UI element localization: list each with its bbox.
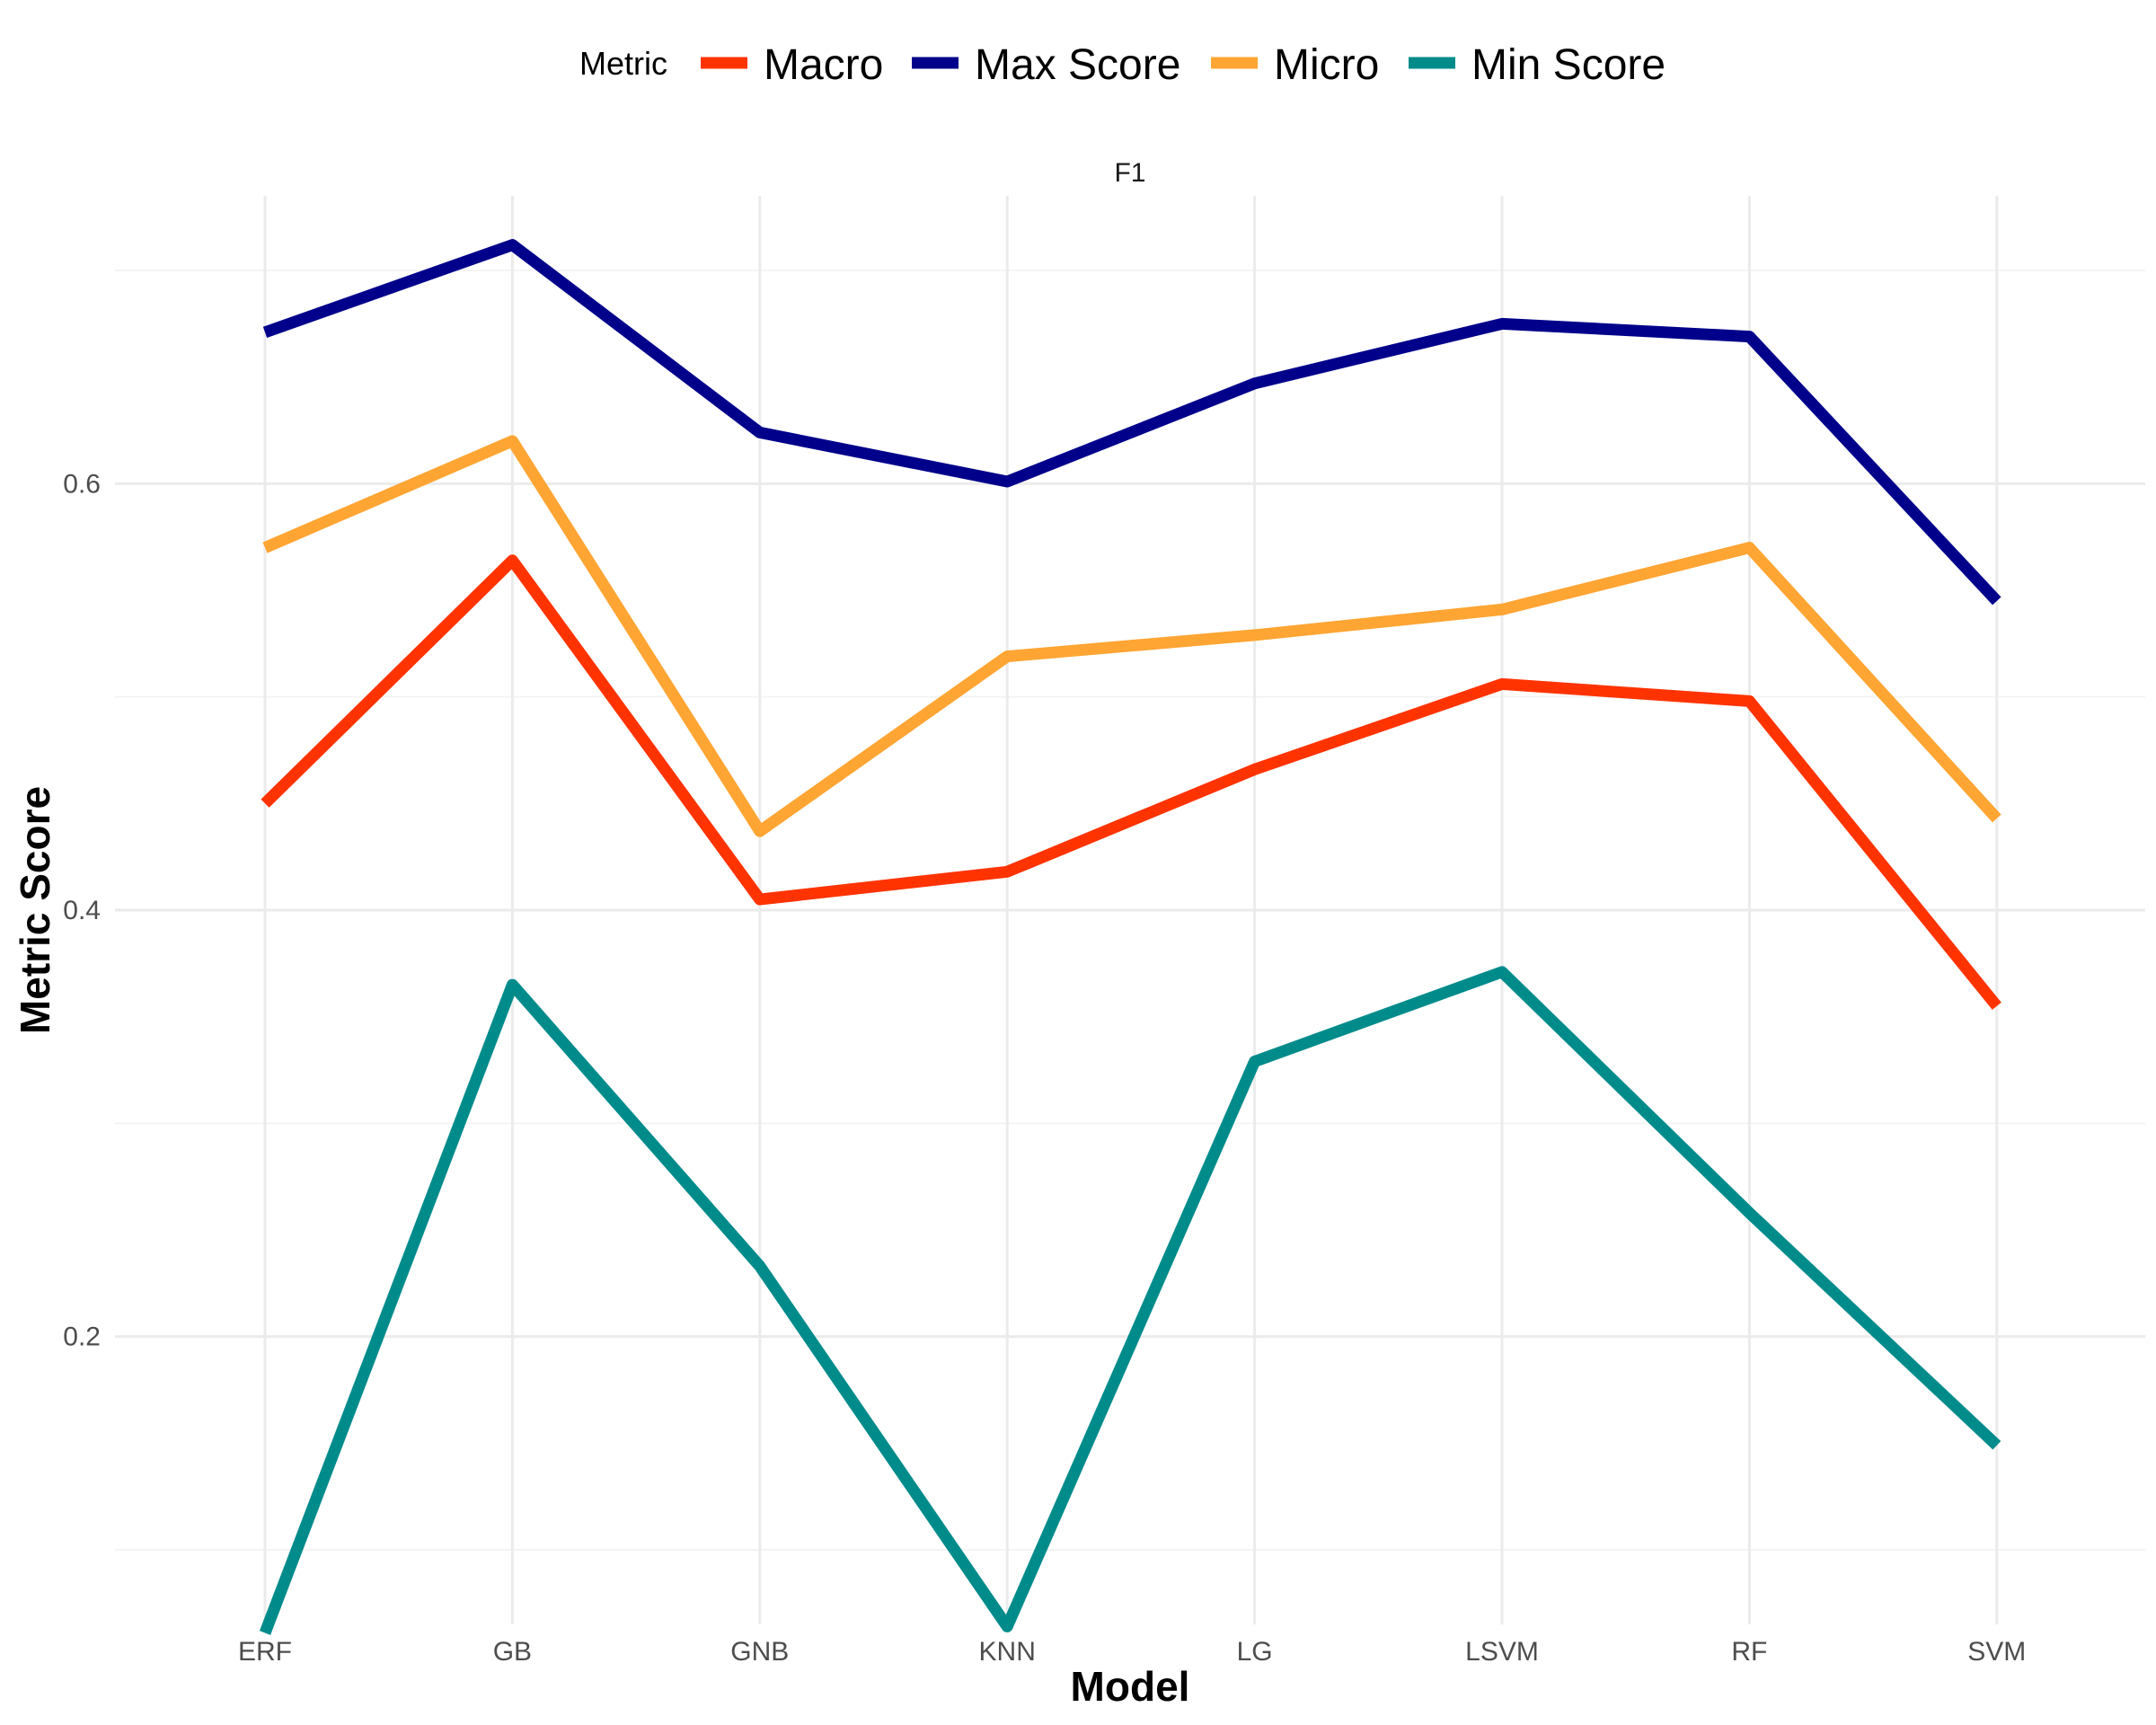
x-axis-ticks: ERF GB GNB KNN LG LSVM RF SVM <box>238 1637 2026 1667</box>
legend-label: Max Score <box>975 41 1180 89</box>
x-tick-label: RF <box>1731 1637 1767 1667</box>
series-line-macro <box>261 554 2001 1010</box>
x-tick-label: LG <box>1237 1637 1273 1667</box>
series-line-max-score <box>262 239 2001 606</box>
y-axis-title: Metric Score <box>12 786 58 1034</box>
x-tick-label: ERF <box>238 1637 292 1667</box>
y-axis-ticks: 0.2 0.4 0.6 <box>63 469 101 1351</box>
y-tick-label: 0.6 <box>63 469 101 499</box>
facet-strip-label: F1 <box>1114 158 1145 188</box>
series-line-min-score <box>259 966 2001 1635</box>
legend-label: Min Score <box>1471 41 1666 89</box>
series-line-micro <box>262 435 2001 837</box>
y-tick-label: 0.2 <box>63 1322 101 1352</box>
legend-label: Micro <box>1274 41 1379 89</box>
legend-title: Metric <box>579 45 667 82</box>
x-axis-title: Model <box>1071 1663 1190 1710</box>
x-tick-label: LSVM <box>1465 1637 1539 1667</box>
series-lines <box>259 239 2001 1635</box>
x-tick-label: GB <box>493 1637 532 1667</box>
y-tick-label: 0.4 <box>63 896 101 925</box>
x-tick-label: KNN <box>979 1637 1036 1667</box>
x-tick-label: GNB <box>730 1637 789 1667</box>
legend-label: Macro <box>764 41 883 89</box>
grid <box>115 196 2145 1624</box>
x-tick-label: SVM <box>1967 1637 2026 1667</box>
legend: Metric Macro Max Score Micro Min Score <box>579 41 1666 89</box>
